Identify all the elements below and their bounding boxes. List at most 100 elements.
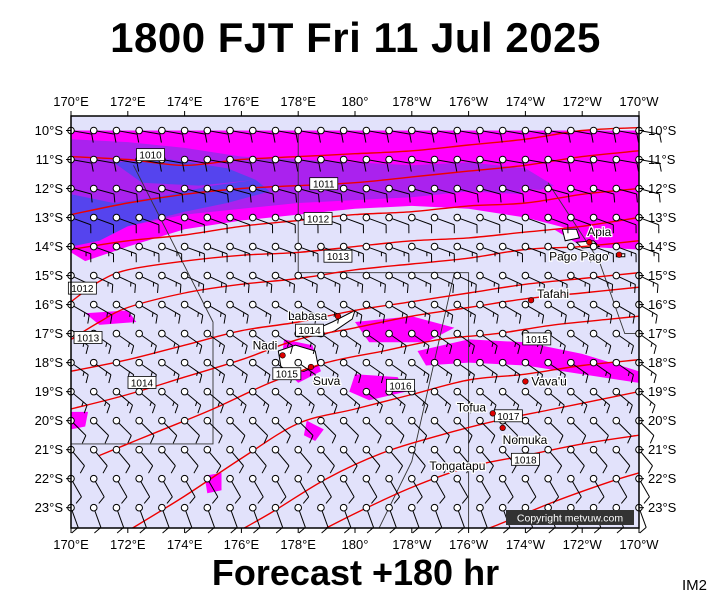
wind-barb [203,242,228,263]
place-marker: Nomuka [499,424,549,448]
wind-barb [476,358,498,384]
isobar-line [71,272,639,372]
place-label: Suva [313,374,341,388]
wind-barb [135,213,160,234]
wind-barb [112,445,131,474]
wind-barb [544,358,566,384]
rain-area-heavy [113,159,256,186]
lon-label-bottom: 176°W [449,537,489,552]
wind-barb [453,155,480,172]
lat-label-right: 21°S [648,442,677,457]
lon-label-top: 170°W [619,94,659,109]
lat-label-left: 16°S [35,297,64,312]
wind-barb [248,155,276,172]
wind-barb [589,358,612,384]
wind-barb [362,416,382,444]
wind-barb [612,358,634,384]
wind-barb [453,300,476,324]
wind-barb [112,242,137,263]
isobar-line [324,434,639,528]
lat-label-right: 12°S [648,181,677,196]
wind-barb [612,271,636,294]
wind-barb [567,416,587,444]
island [561,228,581,242]
wind-barb [408,213,433,234]
wind-barb [158,445,176,474]
wind-barb [362,503,375,534]
lon-label-bottom: 178°W [392,537,432,552]
wind-barb [339,329,362,355]
isobar-label: 1013 [73,331,103,344]
isobar-line [71,286,639,410]
lon-label-top: 180° [342,94,369,109]
wind-barb [385,358,407,384]
wind-barb [521,271,545,294]
rain-area-light [303,420,324,441]
wind-barb [544,271,568,294]
copyright-box: Copyright metvuw.com [506,510,634,525]
wind-barb [567,126,594,143]
wind-barb [385,445,404,474]
places-layer: Labasa Nadi Suva Apia Pago Pago Tafahi Vava'u T… [251,224,623,474]
isobar-label: 1016 [386,378,415,392]
place-label: Apia [587,225,611,239]
wind-barb [385,271,409,294]
wind-barb [203,387,224,414]
wind-barb [203,271,227,294]
wind-barb [453,416,473,444]
wind-barb [226,474,241,504]
wind-barb [317,126,344,143]
wind-barb [362,126,390,143]
wind-barb [430,184,457,203]
lon-label-top: 176°W [449,94,489,109]
wind-barb [317,474,332,504]
svg-text:1018: 1018 [514,455,537,466]
wind-barb [612,445,631,474]
place-marker: Tofua [455,399,496,417]
wind-barb [498,329,521,355]
wind-barb [135,445,154,474]
wind-barb [362,300,386,324]
isobar-label: 1015 [522,332,552,346]
lat-label-left: 10°S [35,123,64,138]
wind-barb [408,184,434,203]
wind-barb [89,300,113,324]
wind-barb [544,213,569,234]
wind-barb [226,300,249,324]
place-marker: Suva [307,363,342,389]
wind-barb [294,126,321,143]
wind-barb [271,387,293,414]
svg-text:1016: 1016 [389,381,412,392]
wind-barb [203,300,226,324]
place-label: Nadi [253,338,278,352]
wind-barb [89,358,112,384]
place-label: Vava'u [531,374,566,388]
wind-barb [158,126,185,143]
wind-barb [89,184,116,203]
wind-barb [453,445,472,474]
wind-barb [453,329,475,355]
wind-barb [567,242,592,263]
wind-barb [385,300,408,324]
wind-barb [271,242,296,263]
wind-barb [544,242,569,263]
wind-barb [112,329,135,355]
wind-barb [226,329,248,355]
lat-label-left: 14°S [35,239,64,254]
lat-label-right: 10°S [648,123,677,138]
wind-barb [226,445,244,474]
wind-barb [521,300,545,324]
wind-barb [521,358,544,384]
place-marker: Labasa [287,308,342,324]
lat-label-right: 19°S [648,384,677,399]
forecast-label: Forecast +180 hr [211,552,500,593]
wind-barb [67,242,92,263]
wind-barb [339,300,363,324]
svg-text:1017: 1017 [497,412,520,423]
isobar-line [71,126,639,167]
lat-label-right: 16°S [648,297,677,312]
wind-barb [112,213,137,234]
wind-barb [430,271,455,294]
wind-barb [362,213,387,234]
wind-barb [612,213,637,234]
